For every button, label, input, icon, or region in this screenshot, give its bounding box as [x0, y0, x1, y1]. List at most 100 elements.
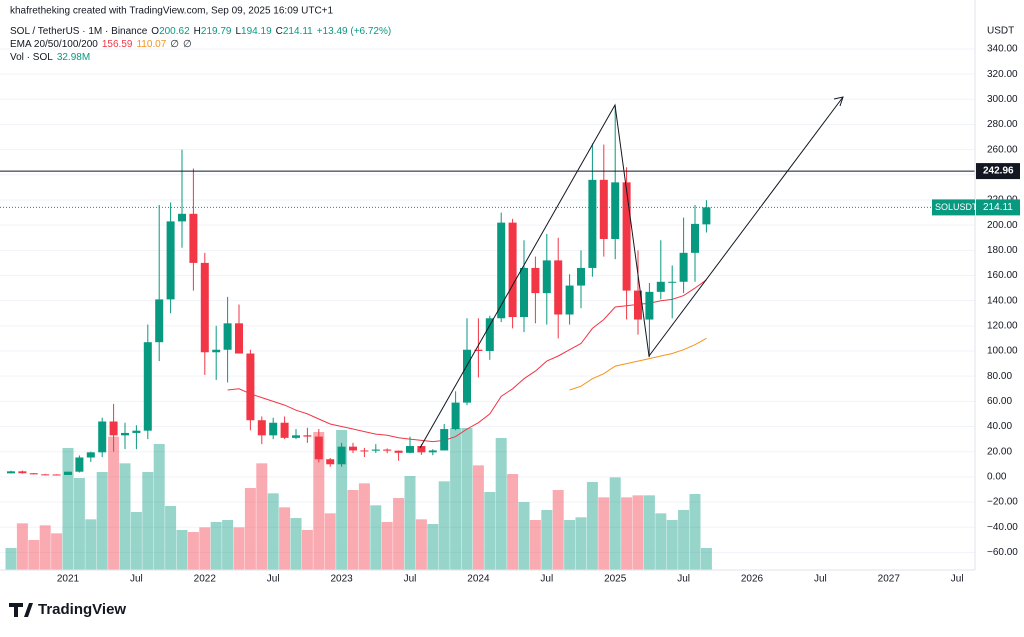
candle-body [577, 267, 585, 286]
volume-bar [233, 527, 245, 570]
currency: USDT [987, 26, 1014, 37]
volume-bar [461, 428, 473, 570]
candle-body [64, 471, 72, 475]
candle-body [314, 436, 323, 460]
candle-body [645, 291, 654, 320]
candle-body [121, 432, 129, 436]
volume-bar [39, 525, 51, 570]
legend-item: C [276, 26, 283, 37]
legend-item: +13.49 (+6.72%) [317, 26, 392, 37]
candle-body [257, 420, 266, 436]
credit: khafretheking created with TradingView.c… [10, 6, 334, 17]
volume-bar [256, 463, 268, 570]
y-tick-label: 20.00 [987, 446, 1012, 457]
x-tick-label: 2023 [330, 574, 353, 585]
x-tick-label: Jul [540, 574, 553, 585]
x-tick-label: Jul [677, 574, 690, 585]
x-tick-label: 2027 [878, 574, 901, 585]
x-tick-label: Jul [951, 574, 964, 585]
candle-body [485, 318, 494, 352]
ema-line [569, 337, 707, 391]
y-tick-label: −40.00 [987, 522, 1018, 533]
volume-bar [336, 430, 348, 570]
legend-item: H [194, 26, 201, 37]
volume-bar [621, 497, 633, 570]
trend-line [419, 96, 844, 449]
legend-item: 219.79 [201, 26, 232, 37]
volume-bar [96, 472, 108, 570]
volume-bar [347, 490, 359, 570]
candle-body [451, 402, 460, 430]
volume-bar [290, 518, 302, 570]
candle-body [599, 179, 608, 239]
candle-body [360, 450, 369, 452]
legend-item: 200.62 [159, 26, 190, 37]
x-tick-label: 2024 [467, 574, 490, 585]
volume-bar [700, 548, 712, 570]
volume-bar [142, 472, 154, 570]
logo-mark [9, 603, 33, 617]
volume-bar [415, 519, 427, 570]
y-tick-label: 180.00 [987, 245, 1018, 256]
x-tick-label: 2022 [194, 574, 217, 585]
legend-item: ∅ [183, 39, 192, 50]
legend-row: Vol · SOL 32.98M [10, 52, 90, 63]
candle-body [109, 421, 118, 436]
candle-body [679, 252, 688, 282]
volume-bar [130, 512, 142, 570]
x-tick-label: 2026 [741, 574, 764, 585]
candle-body [702, 207, 711, 225]
y-tick-label: 80.00 [987, 371, 1012, 382]
volume-bar [438, 481, 450, 570]
volume-bar [222, 520, 234, 570]
volume-bar [381, 522, 393, 570]
candle-body [337, 446, 346, 465]
volume-bar [472, 465, 484, 570]
legend-item: Vol · SOL [10, 52, 53, 63]
arrow-head [833, 96, 844, 107]
candle-body [269, 422, 278, 436]
candle-body [508, 222, 517, 318]
candle-body [611, 182, 620, 239]
volume-bar [153, 444, 165, 570]
volume-bar [176, 530, 188, 570]
volume-bar [301, 530, 313, 570]
legend-item: ∅ [170, 39, 179, 50]
candle-body [394, 450, 403, 453]
candle-body [428, 450, 437, 453]
volume-bar [187, 532, 199, 570]
candle-body [588, 179, 597, 268]
candle-body [622, 182, 631, 291]
candle-body [440, 429, 449, 451]
volume-bar [108, 436, 120, 570]
volume-bar [484, 492, 496, 570]
price-pane [0, 48, 975, 570]
brand: TradingView [38, 601, 126, 618]
y-tick-label: 120.00 [987, 320, 1018, 331]
y-tick-label: 300.00 [987, 94, 1018, 105]
candle-body [542, 260, 551, 294]
candle-body [7, 471, 15, 474]
candle-body [166, 221, 175, 300]
candle-body [349, 446, 357, 451]
symbol-label: SOLUSDT [935, 202, 978, 212]
candle-body [668, 281, 677, 283]
legend-item: EMA 20/50/100/200 [10, 39, 98, 50]
volume-bar [119, 463, 131, 570]
volume-bar [495, 438, 507, 570]
y-tick-label: 40.00 [987, 421, 1012, 432]
volume-bar [358, 483, 370, 570]
candle-body [406, 446, 414, 453]
volume-bar [450, 428, 462, 570]
volume-bar [632, 495, 644, 570]
trend-drawing [419, 96, 844, 449]
candle-body [235, 323, 243, 354]
volume-bar [666, 520, 678, 570]
candle-body [18, 471, 27, 474]
volume-bar [586, 482, 598, 570]
y-tick-label: 280.00 [987, 119, 1018, 130]
volume-bar [210, 522, 222, 570]
volume-bar [598, 497, 610, 570]
candle-body [41, 474, 50, 476]
